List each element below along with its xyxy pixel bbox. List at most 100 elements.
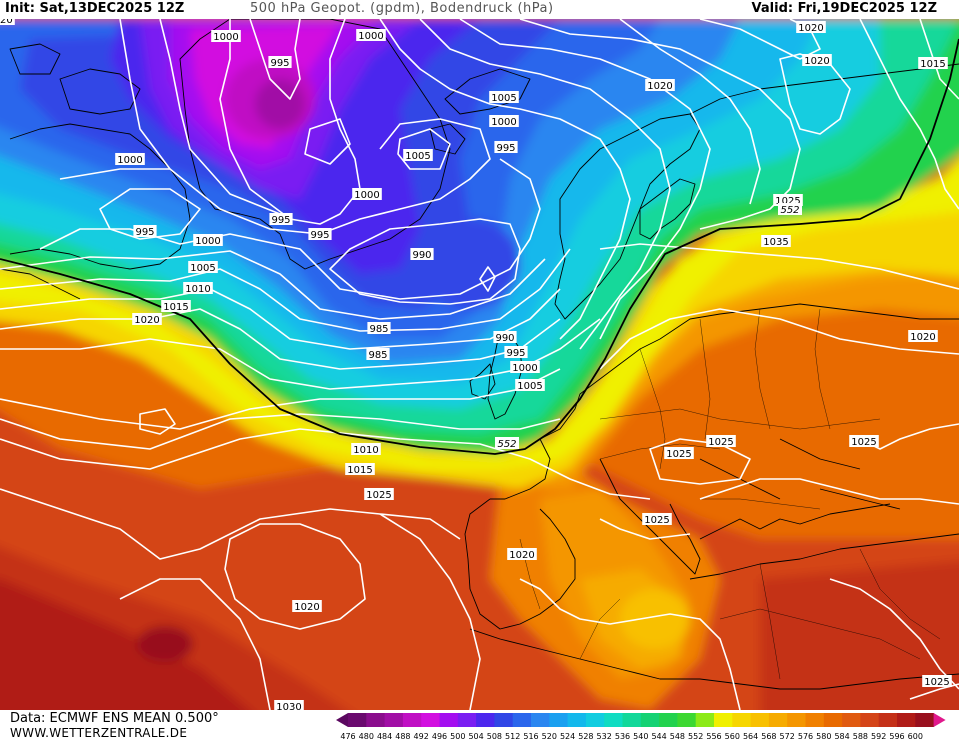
legend-tick-label: 488 — [395, 732, 410, 741]
isobar-label-text: 1025 — [644, 515, 669, 526]
isobar-label: 1000 — [356, 29, 386, 42]
legend-tick-label: 484 — [377, 732, 392, 741]
legend-swatch — [531, 713, 550, 727]
geopotential-label-layer: 552 552 — [495, 203, 802, 450]
isobar-label-text: 1000 — [491, 117, 516, 128]
isobar-label-text: 995 — [496, 143, 515, 154]
isobar-label-text: 1025 — [366, 490, 391, 501]
legend-tick-label: 516 — [523, 732, 538, 741]
legend-swatch — [659, 713, 678, 727]
legend-tick-label: 492 — [414, 732, 429, 741]
isobar-label: 1020 — [507, 548, 537, 561]
isobar-label: 990 — [410, 248, 434, 261]
isobar-label-text: 1000 — [195, 236, 220, 247]
legend-swatch — [695, 713, 715, 727]
isobar-label: 1005 — [403, 149, 433, 162]
isobar-label: 1025 — [922, 675, 952, 688]
legend-tick-label: 584 — [834, 732, 849, 741]
legend-tick-label: 540 — [633, 732, 648, 741]
legend-tick-label: 536 — [615, 732, 630, 741]
legend-swatch — [366, 713, 386, 727]
isobar-label: 1035 — [761, 235, 791, 248]
legend-tick-label: 572 — [780, 732, 795, 741]
isobar-label-text: 1025 — [666, 449, 691, 460]
legend-swatch — [677, 713, 697, 727]
isobar-label: 1025 — [706, 435, 736, 448]
legend-swatch — [494, 713, 514, 727]
isobar-label-text: 1025 — [775, 196, 800, 207]
isobar-label: 1020 — [645, 79, 675, 92]
legend-tick-label: 552 — [688, 732, 703, 741]
geopotential-label-text: 552 — [497, 439, 516, 450]
isobar-label-text: 1005 — [190, 263, 215, 274]
isobar-label: 1020 — [802, 54, 832, 67]
isobar-label: 1020 — [132, 313, 162, 326]
legend-swatch — [604, 713, 623, 727]
isobar-label: 985 — [367, 322, 391, 335]
isobar-label: 995 — [504, 346, 528, 359]
legend-swatch — [384, 713, 404, 727]
isobar-label-text: 1020 — [294, 602, 319, 613]
legend-tick-label: 580 — [816, 732, 831, 741]
legend-arrow-right — [933, 713, 946, 727]
isobar-label: 1010 — [183, 282, 213, 295]
legend-swatch — [640, 713, 660, 727]
isobar-label: 995 — [269, 213, 293, 226]
isobar-label-text: 1000 — [354, 190, 379, 201]
isobar-label: 1025 — [664, 447, 694, 460]
isobar-label: 1005 — [489, 91, 519, 104]
isobar-label-text: 1010 — [185, 284, 210, 295]
isobar-label: 1000 — [115, 153, 145, 166]
pressure-label-layer: 1000 995 1000 1000 1005 995 1000 1005 1010 1015 10… — [0, 19, 952, 710]
legend-arrow-left — [336, 713, 348, 727]
isobar-label-text: 1010 — [353, 445, 378, 456]
isobar-label-text: 1020 — [0, 19, 13, 26]
isobar-label: 990 — [493, 331, 517, 344]
legend-tick-label: 564 — [743, 732, 758, 741]
isobar-label-text: 1000 — [512, 363, 537, 374]
isobar-label-text: 990 — [495, 333, 514, 344]
isobar-label-text: 1005 — [491, 93, 516, 104]
isobar-label-text: 995 — [270, 58, 289, 69]
isobar-label-text: 995 — [310, 230, 329, 241]
header-bar: Init: Sat,13DEC2025 12Z 500 hPa Geopot. … — [0, 0, 959, 19]
borders — [519, 308, 941, 680]
isobar-label: 1000 — [489, 115, 519, 128]
isobar-label-text: 1015 — [163, 302, 188, 313]
isobar-label-text: 995 — [506, 348, 525, 359]
legend-tick-label: 576 — [798, 732, 813, 741]
isobar-label-text: 985 — [368, 350, 387, 361]
legend-tick-label: 476 — [340, 732, 355, 741]
isobar-label: 1030 — [274, 700, 304, 710]
legend-tick-label: 508 — [487, 732, 502, 741]
legend-swatch — [805, 713, 825, 727]
isobar-label-text: 1025 — [924, 677, 949, 688]
isobars — [0, 19, 959, 710]
legend-swatch — [549, 713, 569, 727]
coastlines — [0, 19, 959, 690]
legend-swatch — [567, 713, 587, 727]
isobar-label-text: 1005 — [405, 151, 430, 162]
geopotential-label: 552 — [778, 203, 802, 216]
legend-swatch — [860, 713, 880, 727]
legend-swatch — [714, 713, 733, 727]
isobar-label: 985 — [366, 348, 390, 361]
isobar-label: 1025 — [849, 435, 879, 448]
isobar-label: 1000 — [510, 361, 540, 374]
website-label: WWW.WETTERZENTRALE.DE — [10, 726, 188, 740]
isobar-label: 1020 — [0, 19, 15, 26]
valid-time: Valid: Fri,19DEC2025 12Z — [751, 1, 937, 16]
isobar-label: 995 — [268, 56, 292, 69]
isobar-label: 995 — [308, 228, 332, 241]
isobar-label-text: 1020 — [647, 81, 672, 92]
legend-tick-label: 528 — [578, 732, 593, 741]
isobar-label-text: 1025 — [851, 437, 876, 448]
legend-swatch — [823, 713, 843, 727]
legend-swatch — [439, 713, 459, 727]
isobar-label: 1025 — [364, 488, 394, 501]
geopotential-field — [0, 19, 959, 710]
isobar-label-text: 1000 — [358, 31, 383, 42]
isobar-label-text: 995 — [135, 227, 154, 238]
legend-swatch — [878, 713, 898, 727]
isobar-label-text: 985 — [369, 324, 388, 335]
